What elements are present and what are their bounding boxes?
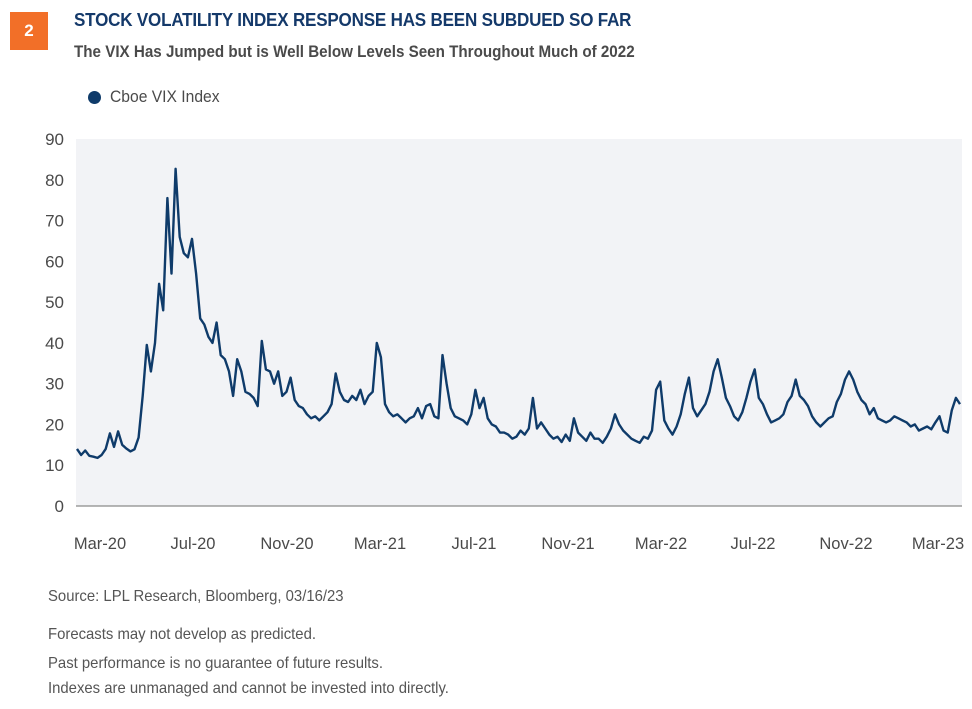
- x-tick-label: Nov-21: [541, 535, 594, 553]
- y-tick-label: 50: [45, 293, 64, 312]
- disclaimer-3: Indexes are unmanaged and cannot be inve…: [48, 680, 449, 697]
- y-tick-label: 90: [45, 130, 64, 149]
- y-tick-label: 0: [55, 497, 64, 516]
- disclaimer-2: Past performance is no guarantee of futu…: [48, 655, 383, 672]
- y-tick-label: 10: [45, 456, 64, 475]
- legend-marker-icon: [88, 90, 101, 104]
- disclaimer-1: Forecasts may not develop as predicted.: [48, 626, 316, 643]
- y-tick-label: 20: [45, 415, 64, 434]
- y-tick-label: 80: [45, 171, 64, 190]
- chart-number-badge: 2: [10, 12, 48, 50]
- y-tick-label: 30: [45, 375, 64, 394]
- chart-subtitle: The VIX Has Jumped but is Well Below Lev…: [74, 43, 635, 61]
- x-tick-label: Jul-20: [171, 535, 216, 553]
- x-tick-label: Jul-21: [452, 535, 497, 553]
- legend-label: Cboe VIX Index: [110, 87, 220, 106]
- y-tick-label: 60: [45, 252, 64, 271]
- x-tick-label: Mar-21: [354, 535, 406, 553]
- y-axis: 0 10 20 30 40 50 60 70 80 90: [45, 130, 64, 516]
- chart-title: STOCK VOLATILITY INDEX RESPONSE HAS BEEN…: [74, 9, 632, 30]
- x-tick-label: Nov-22: [819, 535, 872, 553]
- x-axis: Mar-20 Jul-20 Nov-20 Mar-21 Jul-21 Nov-21 Mar-…: [74, 535, 964, 553]
- x-tick-label: Jul-22: [731, 535, 776, 553]
- series-line-cboe-vix: [76, 167, 962, 460]
- x-tick-label: Nov-20: [260, 535, 313, 553]
- y-tick-label: 70: [45, 212, 64, 231]
- x-tick-label: Mar-23: [912, 535, 964, 553]
- x-tick-label: Mar-20: [74, 535, 126, 553]
- y-tick-label: 40: [45, 334, 64, 353]
- plot-background: [76, 139, 962, 506]
- source-note: Source: LPL Research, Bloomberg, 03/16/2…: [48, 588, 344, 605]
- legend: Cboe VIX Index: [88, 87, 229, 107]
- x-tick-label: Mar-22: [635, 535, 687, 553]
